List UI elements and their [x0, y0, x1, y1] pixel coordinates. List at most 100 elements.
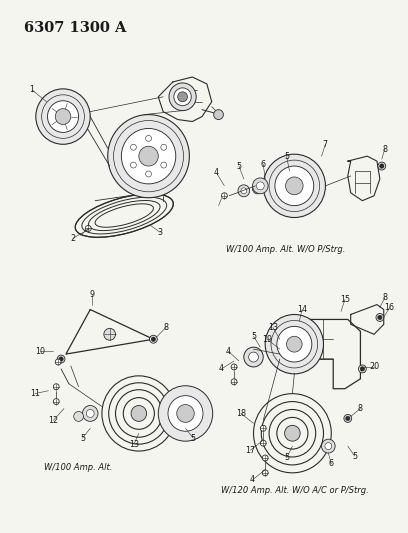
Text: 4: 4	[250, 475, 255, 484]
Circle shape	[158, 386, 213, 441]
Circle shape	[325, 442, 332, 449]
Text: 8: 8	[382, 293, 387, 302]
Circle shape	[260, 440, 266, 446]
Circle shape	[285, 425, 300, 441]
Circle shape	[177, 405, 194, 422]
Circle shape	[131, 406, 146, 422]
Text: 9: 9	[90, 290, 95, 299]
Circle shape	[380, 164, 384, 168]
Text: 5: 5	[251, 332, 256, 341]
Circle shape	[149, 335, 157, 343]
Text: 15: 15	[340, 295, 350, 304]
Circle shape	[378, 162, 386, 170]
Text: 3: 3	[158, 228, 163, 237]
Circle shape	[214, 110, 224, 119]
Text: 5: 5	[352, 451, 357, 461]
Circle shape	[168, 395, 203, 431]
Circle shape	[74, 411, 84, 422]
Circle shape	[378, 316, 382, 320]
Circle shape	[53, 384, 59, 390]
Circle shape	[47, 101, 79, 132]
Circle shape	[146, 135, 151, 141]
Circle shape	[36, 89, 90, 144]
Circle shape	[139, 146, 158, 166]
Text: 4: 4	[226, 346, 231, 356]
Circle shape	[244, 347, 263, 367]
Text: 16: 16	[385, 303, 395, 312]
Text: 18: 18	[236, 409, 246, 418]
Circle shape	[260, 425, 266, 431]
Circle shape	[286, 177, 303, 195]
Circle shape	[131, 162, 136, 168]
Circle shape	[59, 357, 63, 361]
Text: 8: 8	[358, 404, 363, 413]
Text: 13: 13	[129, 440, 139, 449]
Circle shape	[55, 359, 61, 365]
Circle shape	[57, 355, 65, 363]
Circle shape	[286, 336, 302, 352]
Circle shape	[85, 225, 91, 231]
Circle shape	[222, 193, 227, 199]
Circle shape	[178, 92, 187, 102]
Text: 5: 5	[80, 434, 85, 443]
Text: 1: 1	[29, 85, 34, 94]
Circle shape	[360, 367, 364, 371]
Circle shape	[146, 171, 151, 177]
Circle shape	[53, 399, 59, 405]
Text: 8: 8	[382, 145, 387, 154]
Circle shape	[376, 313, 384, 321]
Text: 11: 11	[30, 389, 40, 398]
Circle shape	[265, 314, 324, 374]
Text: 5: 5	[236, 161, 242, 171]
Circle shape	[277, 326, 312, 362]
Text: 20: 20	[369, 362, 379, 372]
Circle shape	[322, 439, 335, 453]
Text: W/100 Amp. Alt.: W/100 Amp. Alt.	[44, 463, 112, 472]
Circle shape	[275, 166, 314, 206]
Text: 10: 10	[35, 346, 45, 356]
Circle shape	[82, 406, 98, 422]
Text: W/100 Amp. Alt. W/O P/Strg.: W/100 Amp. Alt. W/O P/Strg.	[226, 245, 346, 254]
Circle shape	[255, 187, 260, 191]
Circle shape	[231, 379, 237, 385]
Circle shape	[174, 88, 191, 106]
Circle shape	[263, 154, 326, 217]
Circle shape	[131, 144, 136, 150]
Text: 13: 13	[268, 323, 278, 332]
Text: 6307 1300 A: 6307 1300 A	[24, 21, 126, 35]
Circle shape	[161, 162, 166, 168]
Text: 4: 4	[219, 365, 224, 374]
Circle shape	[151, 337, 155, 342]
Text: 2: 2	[70, 234, 75, 243]
Circle shape	[262, 455, 268, 461]
Text: 6: 6	[261, 159, 266, 168]
Circle shape	[248, 352, 258, 362]
Circle shape	[346, 416, 350, 421]
Circle shape	[161, 144, 166, 150]
Text: 8: 8	[164, 323, 169, 332]
Text: 17: 17	[246, 446, 256, 455]
Text: 4: 4	[214, 168, 219, 177]
Circle shape	[231, 364, 237, 370]
Circle shape	[257, 182, 264, 190]
Circle shape	[253, 184, 262, 194]
Text: 5: 5	[191, 434, 196, 443]
Circle shape	[169, 83, 196, 111]
Text: 14: 14	[297, 305, 307, 314]
Circle shape	[241, 188, 247, 194]
Circle shape	[359, 365, 366, 373]
Text: 19: 19	[262, 335, 272, 344]
Text: 5: 5	[284, 454, 289, 463]
Text: 5: 5	[284, 152, 289, 160]
Circle shape	[86, 409, 94, 417]
Circle shape	[104, 328, 115, 340]
Circle shape	[121, 128, 176, 184]
Text: W/120 Amp. Alt. W/O A/C or P/Strg.: W/120 Amp. Alt. W/O A/C or P/Strg.	[222, 486, 369, 495]
Circle shape	[108, 115, 189, 198]
Circle shape	[253, 178, 268, 194]
Text: 6: 6	[329, 459, 334, 469]
Text: 12: 12	[48, 416, 58, 425]
Circle shape	[238, 185, 250, 197]
Circle shape	[55, 109, 71, 125]
Circle shape	[262, 470, 268, 476]
